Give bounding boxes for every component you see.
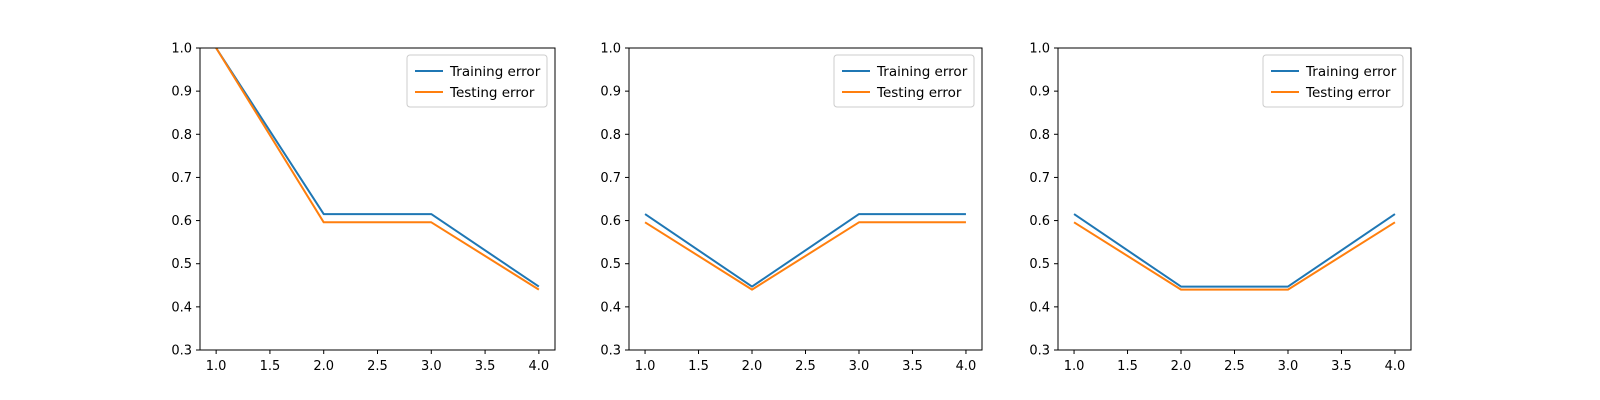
y-tick-label: 0.4 [1029, 300, 1050, 315]
x-tick-label: 2.0 [313, 359, 334, 374]
y-tick-label: 0.3 [171, 344, 192, 359]
subplot-grid: 1.0 1.5 2.0 2.5 3.0 3.5 4.0 0.3 0.4 0.5 0.6 0.7 0.8 0… [171, 42, 1412, 374]
y-tick-label: 0.3 [1029, 344, 1050, 359]
x-tick-label: 2.0 [742, 359, 763, 374]
legend: Training error Testing error [406, 54, 548, 108]
legend-label-testing-error: Testing error [449, 85, 535, 101]
series-line-testing-error [644, 221, 966, 291]
x-tick-label: 2.5 [795, 359, 816, 374]
x-tick-label: 1.0 [1064, 359, 1085, 374]
x-tick-label: 2.0 [1171, 359, 1192, 374]
legend-box [406, 54, 548, 108]
x-tick-label: 4.0 [956, 359, 977, 374]
y-tick-label: 0.9 [600, 85, 621, 100]
y-tick-label: 0.3 [600, 344, 621, 359]
y-tick-label: 0.5 [1029, 257, 1050, 272]
y-tick-label: 0.9 [1029, 85, 1050, 100]
y-tick-label: 0.4 [171, 300, 192, 315]
legend: Training error Testing error [1262, 54, 1404, 108]
legend-label-testing-error: Testing error [876, 85, 962, 101]
x-tick-label: 1.5 [688, 359, 709, 374]
legend-label-training-error: Training error [876, 64, 968, 80]
y-tick-label: 0.7 [1029, 171, 1050, 186]
x-tick-label: 3.5 [475, 359, 496, 374]
y-tick-label: 0.9 [171, 85, 192, 100]
legend: Training error Testing error [833, 54, 975, 108]
legend-label-training-error: Training error [1305, 64, 1397, 80]
y-tick-label: 0.4 [600, 300, 621, 315]
y-tick-label: 0.6 [171, 214, 192, 229]
subplot-2: 1.0 1.5 2.0 2.5 3.0 3.5 4.0 0.3 0.4 0.5 0.6 0.7 0.8 0… [600, 42, 983, 374]
y-tick-label: 0.7 [171, 171, 192, 186]
y-tick-label: 1.0 [600, 42, 621, 57]
legend-label-training-error: Training error [449, 64, 541, 80]
y-tick-label: 0.5 [171, 257, 192, 272]
x-tick-label: 3.0 [1278, 359, 1299, 374]
x-tick-label: 2.5 [1224, 359, 1245, 374]
y-tick-label: 1.0 [171, 42, 192, 57]
x-tick-label: 3.5 [902, 359, 923, 374]
series-line-testing-error [1073, 221, 1396, 291]
legend-box [833, 54, 975, 108]
y-tick-label: 0.7 [600, 171, 621, 186]
series-line-training-error [644, 213, 966, 288]
y-tick-label: 0.8 [1029, 128, 1050, 143]
series-line-testing-error [215, 47, 540, 291]
x-tick-label: 1.5 [1117, 359, 1138, 374]
x-tick-label: 4.0 [1385, 359, 1406, 374]
legend-box [1262, 54, 1404, 108]
y-tick-label: 0.6 [1029, 214, 1050, 229]
y-tick-label: 0.8 [171, 128, 192, 143]
subplot-1: 1.0 1.5 2.0 2.5 3.0 3.5 4.0 0.3 0.4 0.5 0.6 0.7 0.8 0… [171, 42, 556, 374]
x-tick-label: 4.0 [529, 359, 550, 374]
y-tick-label: 0.5 [600, 257, 621, 272]
series-line-training-error [215, 47, 540, 288]
x-tick-label: 1.0 [206, 359, 227, 374]
x-tick-label: 2.5 [367, 359, 388, 374]
x-tick-label: 1.0 [635, 359, 656, 374]
x-tick-label: 3.0 [421, 359, 442, 374]
subplot-3: 1.0 1.5 2.0 2.5 3.0 3.5 4.0 0.3 0.4 0.5 0.6 0.7 0.8 0… [1029, 42, 1412, 374]
series-line-training-error [1073, 213, 1396, 288]
x-tick-label: 1.5 [260, 359, 281, 374]
x-tick-label: 3.5 [1331, 359, 1352, 374]
y-tick-label: 0.6 [600, 214, 621, 229]
y-tick-label: 1.0 [1029, 42, 1050, 57]
y-tick-label: 0.8 [600, 128, 621, 143]
x-tick-label: 3.0 [849, 359, 870, 374]
legend-label-testing-error: Testing error [1305, 85, 1391, 101]
